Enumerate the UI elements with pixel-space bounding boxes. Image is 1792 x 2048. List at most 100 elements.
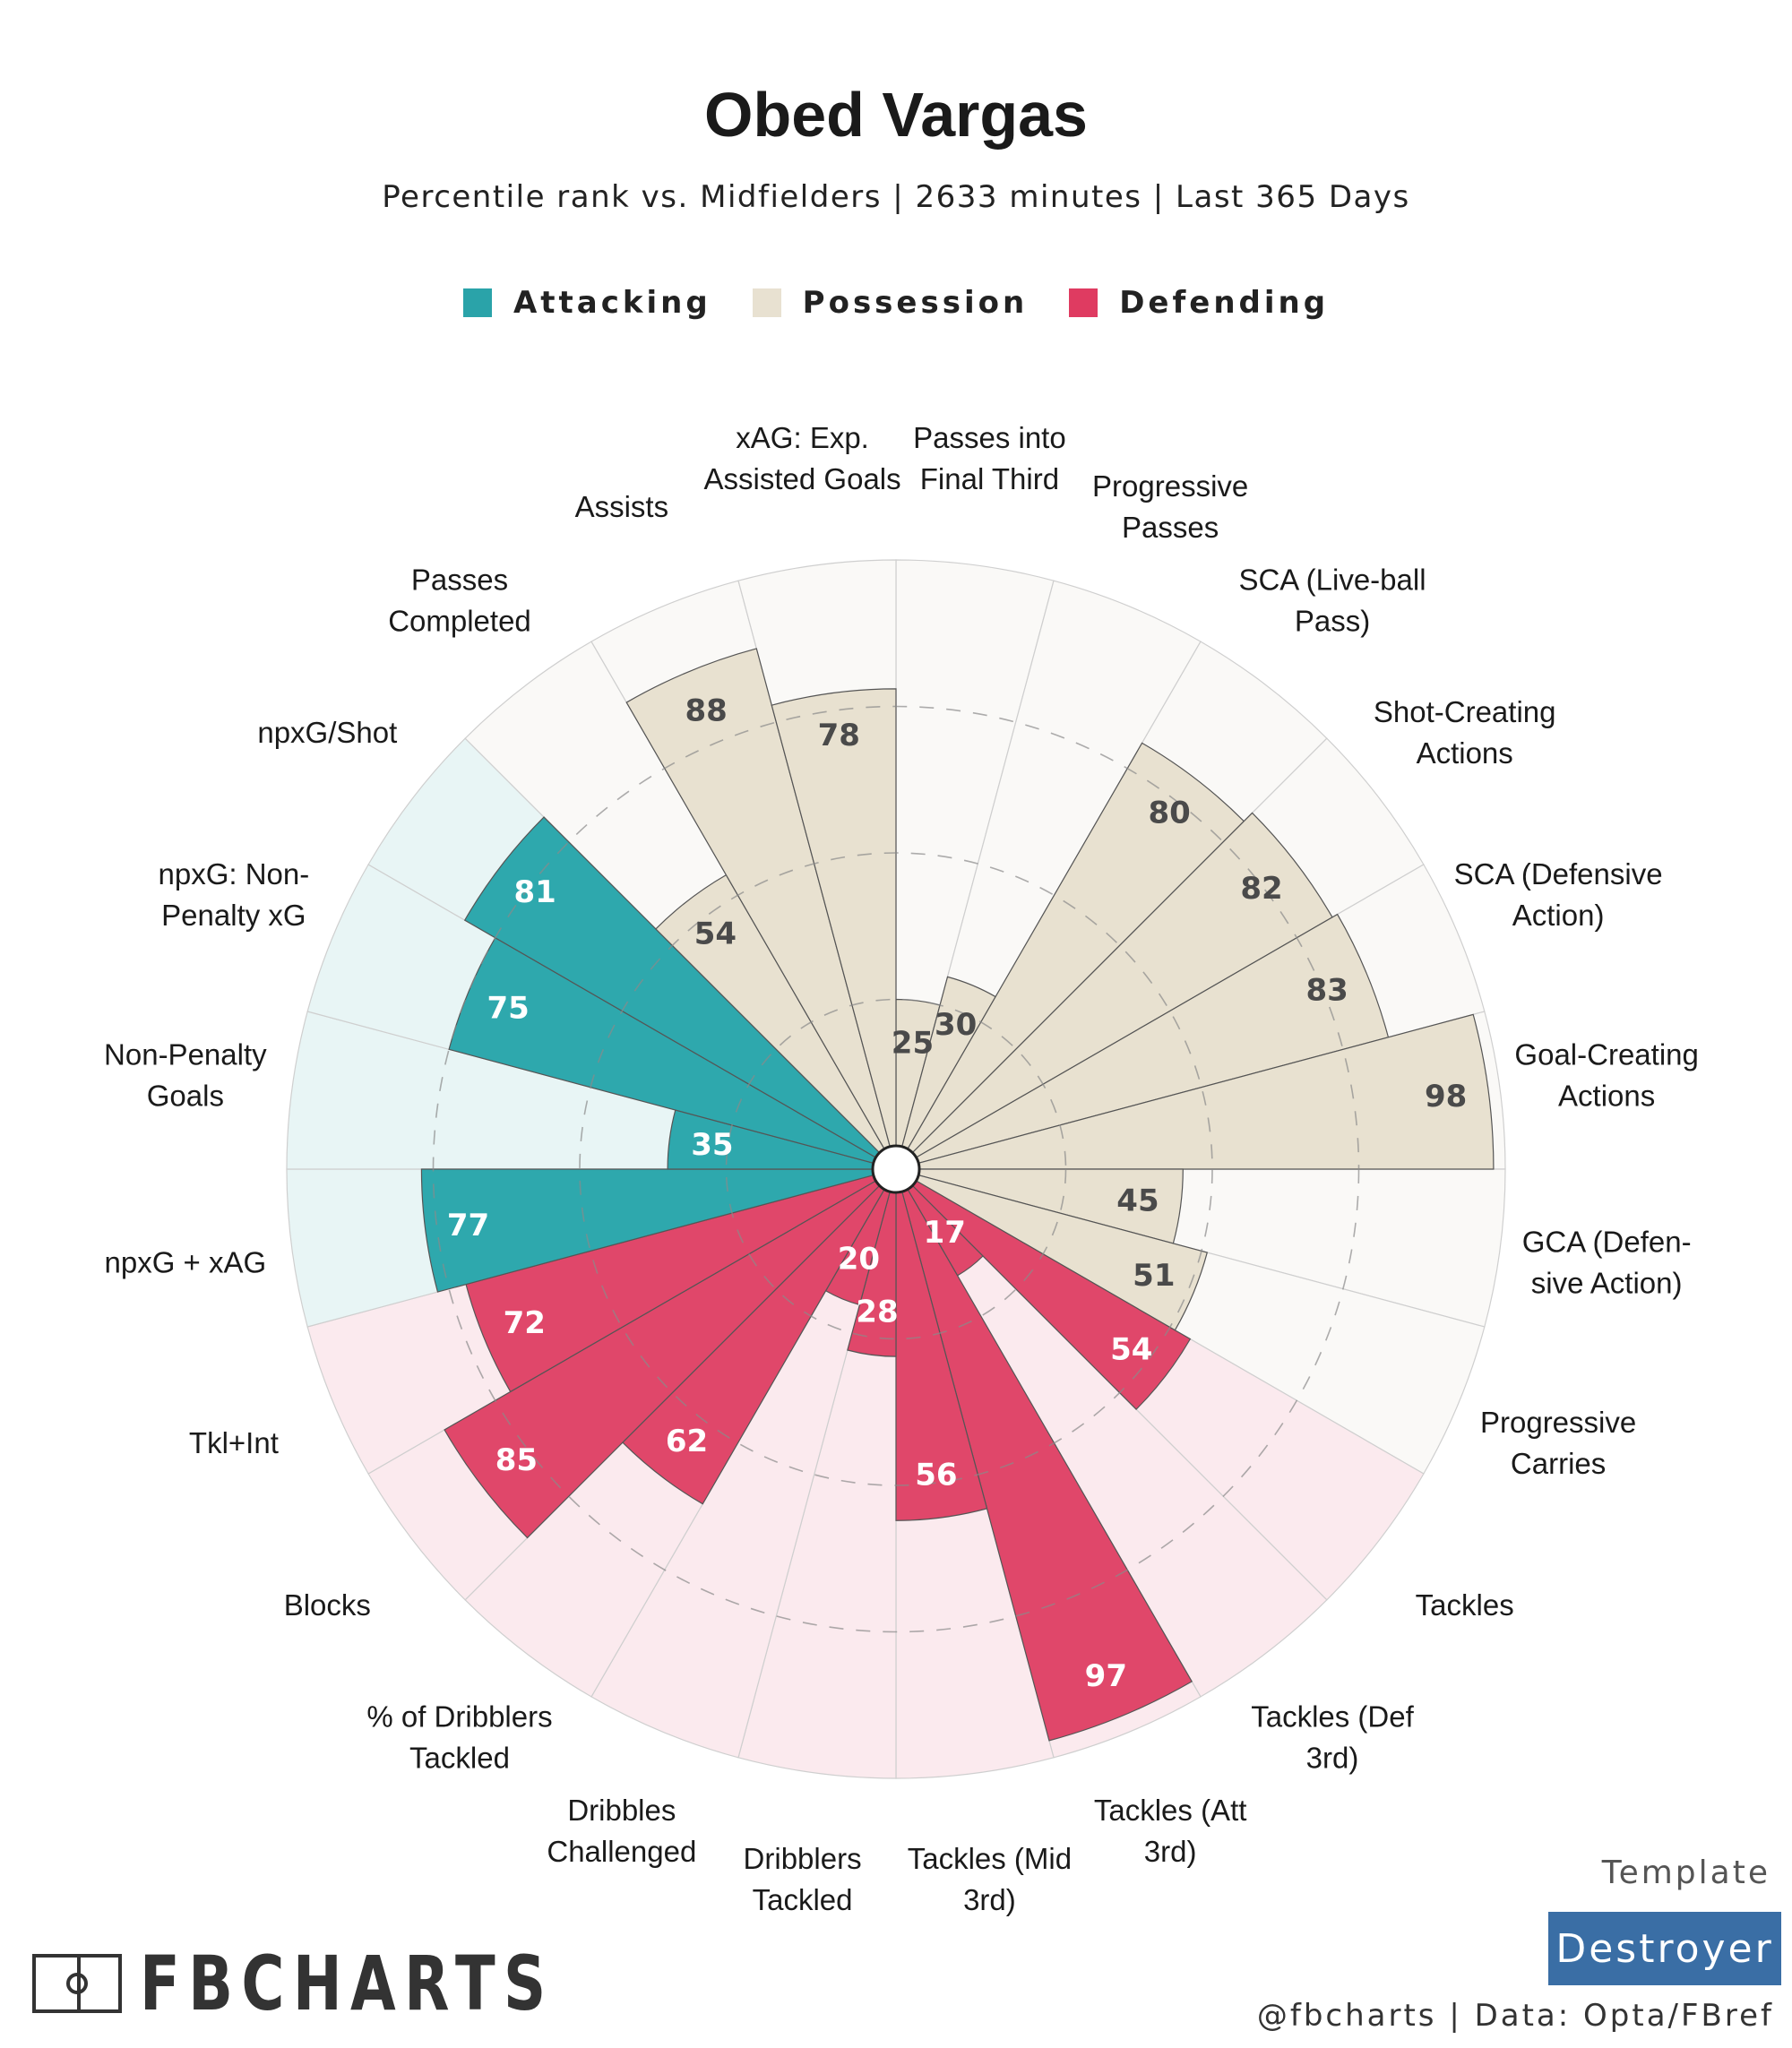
template-label: Template [1601, 1854, 1770, 1891]
param-label-line: npxG + xAG [105, 1245, 267, 1278]
value-label: 17 [924, 1215, 966, 1251]
param-label-line: 3rd) [1144, 1835, 1197, 1868]
param-label-line: Dribblers [744, 1842, 862, 1875]
template-badge[interactable]: Destroyer [1548, 1912, 1781, 1985]
param-label-line: Tackles (Att [1094, 1794, 1247, 1827]
legend-swatch-attacking [462, 288, 492, 317]
param-label-line: npxG: Non- [159, 857, 310, 891]
param-label-line: Assists [575, 490, 669, 523]
param-label-line: Goal-Creating [1514, 1038, 1698, 1071]
value-label: 28 [856, 1295, 898, 1330]
param-label-line: xAG: Exp. [736, 421, 869, 454]
param-label-line: Progressive [1092, 469, 1248, 503]
param-label: Goal-Creating Actions [1514, 1038, 1698, 1113]
param-label: npxG: Non- Penalty xG [159, 857, 310, 932]
value-label: 45 [1116, 1183, 1159, 1219]
param-label-line: Action) [1512, 899, 1605, 932]
value-label: 20 [838, 1242, 880, 1278]
param-label: SCA (Defensive Action) [1454, 857, 1663, 932]
param-label: npxG/Shot [257, 716, 397, 749]
param-label: Tackles (Mid 3rd) [908, 1842, 1072, 1916]
param-label-line: Assisted Goals [704, 462, 901, 495]
legend-label-defending: Defending [1119, 285, 1330, 321]
param-label-line: Pass) [1295, 604, 1370, 637]
param-label-line: Actions [1558, 1080, 1655, 1113]
param-label-line: Actions [1417, 736, 1513, 770]
fbcharts-logo: FBCHARTS [32, 1946, 671, 2021]
param-label: Dribbles Challenged [547, 1794, 696, 1868]
data-credit: @fbcharts | Data: Opta/FBref [1256, 1998, 1774, 2034]
param-label-line: Tackled [409, 1742, 510, 1775]
param-label: Non-Penalty Goals [104, 1038, 267, 1113]
param-label-line: Passes [411, 563, 508, 596]
chart-subtitle: Percentile rank vs. Midfielders | 2633 m… [382, 179, 1410, 215]
value-label: 54 [694, 916, 737, 951]
param-label-line: Blocks [284, 1588, 371, 1622]
param-label-line: Tackles (Mid [908, 1842, 1072, 1875]
param-label: npxG + xAG [105, 1245, 267, 1278]
param-label: Dribblers Tackled [744, 1842, 862, 1916]
value-label: 81 [514, 874, 556, 910]
value-label: 83 [1306, 973, 1348, 1009]
value-label: 25 [892, 1026, 934, 1062]
value-label: 88 [685, 693, 728, 729]
value-label: 62 [666, 1424, 708, 1459]
chart-title: Obed Vargas [704, 80, 1088, 150]
value-label: 82 [1240, 871, 1282, 907]
param-label-line: 3rd) [1306, 1742, 1359, 1775]
gridline-circle [432, 705, 1360, 1633]
param-label-line: Final Third [920, 462, 1059, 495]
param-label-line: Tackles [1416, 1588, 1514, 1622]
param-label-line: Carries [1511, 1447, 1606, 1480]
parameter-labels: Passes into Final Third Progressive Passes S… [104, 421, 1699, 1916]
gridlines [432, 705, 1360, 1633]
value-label: 78 [818, 718, 860, 753]
pitch-icon [32, 1954, 122, 2013]
param-label-line: GCA (Defen- [1522, 1225, 1692, 1258]
param-label: Progressive Passes [1092, 469, 1248, 544]
bars [420, 648, 1495, 1742]
value-label: 98 [1425, 1079, 1467, 1114]
param-label-line: Non-Penalty [104, 1038, 267, 1071]
param-label: Tackles (Def 3rd) [1251, 1700, 1414, 1775]
param-label-line: npxG/Shot [257, 716, 397, 749]
value-label: 54 [1110, 1332, 1152, 1368]
value-label: 80 [1148, 795, 1190, 830]
gridline-circle [725, 998, 1067, 1340]
param-label-line: Progressive [1480, 1406, 1636, 1439]
param-label-line: Tkl+Int [189, 1426, 279, 1459]
value-label: 72 [504, 1305, 546, 1341]
gridline-circle [579, 852, 1213, 1486]
param-label-line: SCA (Live-ball [1238, 563, 1426, 596]
param-label-line: Passes into [913, 421, 1066, 454]
param-label-line: SCA (Defensive [1454, 857, 1663, 891]
param-label: Tackles [1416, 1588, 1514, 1622]
param-label-line: Tackles (Def [1251, 1700, 1414, 1734]
legend-item-defending: Defending [1069, 285, 1329, 321]
value-label: 51 [1133, 1258, 1175, 1294]
value-label: 30 [935, 1007, 977, 1043]
param-label: Tkl+Int [189, 1426, 279, 1459]
brand-name: FBCHARTS [140, 1940, 555, 2027]
param-label: Assists [575, 490, 669, 523]
param-label-line: Passes [1122, 511, 1219, 544]
param-label-line: sive Action) [1531, 1266, 1683, 1299]
param-label-line: Shot-Creating [1374, 695, 1556, 728]
param-label: % of Dribblers Tackled [366, 1700, 552, 1775]
legend-item-possession: Possession [752, 285, 1029, 321]
value-label: 56 [915, 1457, 957, 1493]
param-label: SCA (Live-ball Pass) [1238, 563, 1426, 637]
param-label: xAG: Exp. Assisted Goals [704, 421, 901, 495]
param-label: Tackles (Att 3rd) [1094, 1794, 1247, 1868]
param-label: Blocks [284, 1588, 371, 1622]
param-label-line: Penalty xG [161, 899, 306, 932]
param-label: Passes into Final Third [913, 421, 1066, 495]
value-label: 35 [691, 1127, 733, 1163]
param-label-line: Tackled [753, 1883, 853, 1916]
value-label: 97 [1085, 1658, 1127, 1694]
param-label-line: Challenged [547, 1835, 696, 1868]
param-label-line: Completed [388, 604, 531, 637]
param-label: Passes Completed [388, 563, 531, 637]
